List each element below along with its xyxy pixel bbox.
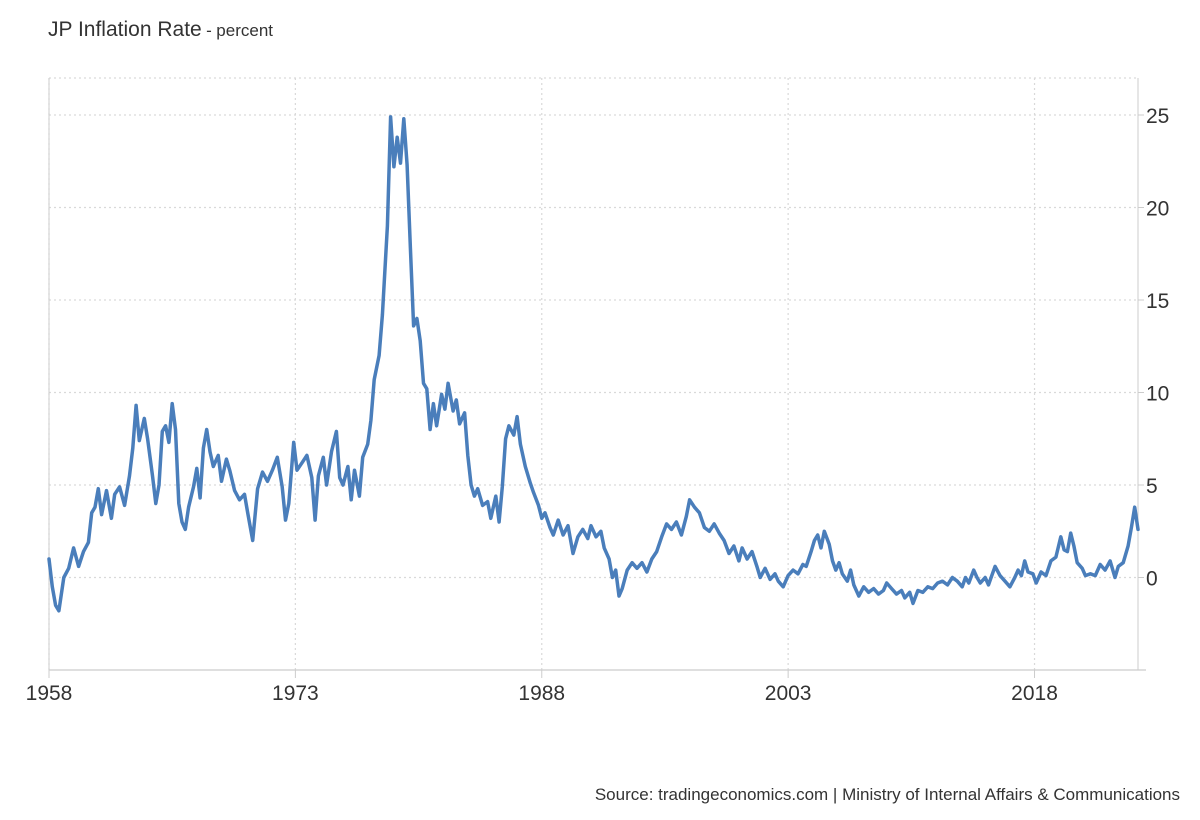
x-tick-label: 2003 [765, 682, 812, 705]
x-tick-label: 1973 [272, 682, 319, 705]
grid-layer [48, 77, 1138, 670]
title-separator: - [206, 21, 212, 40]
y-tick-label: 25 [1146, 105, 1169, 128]
chart-title: JP Inflation Rate [48, 18, 202, 41]
series-line-0 [47, 115, 1140, 613]
x-tick-label: 1958 [26, 682, 73, 705]
y-tick-label: 10 [1146, 383, 1169, 406]
y-tick-label: 15 [1146, 290, 1169, 313]
x-tick-label: 1988 [518, 682, 565, 705]
x-tick-label: 2018 [1011, 682, 1058, 705]
y-tick-label: 5 [1146, 475, 1158, 498]
y-tick-label: 20 [1146, 198, 1169, 221]
axis-layer: 0 5 10 15 20 25 1958 1973 1988 2003 2018 [26, 78, 1169, 705]
line-chart: 0 5 10 15 20 25 1958 1973 1988 2003 2018 [26, 77, 1169, 705]
chart-subtitle: percent [216, 21, 273, 40]
source-note: Source: tradingeconomics.com | Ministry … [594, 785, 1180, 804]
series-layer [47, 115, 1140, 613]
chart-title-block: JP Inflation Rate - percent [48, 18, 273, 42]
y-tick-label: 0 [1146, 568, 1158, 591]
